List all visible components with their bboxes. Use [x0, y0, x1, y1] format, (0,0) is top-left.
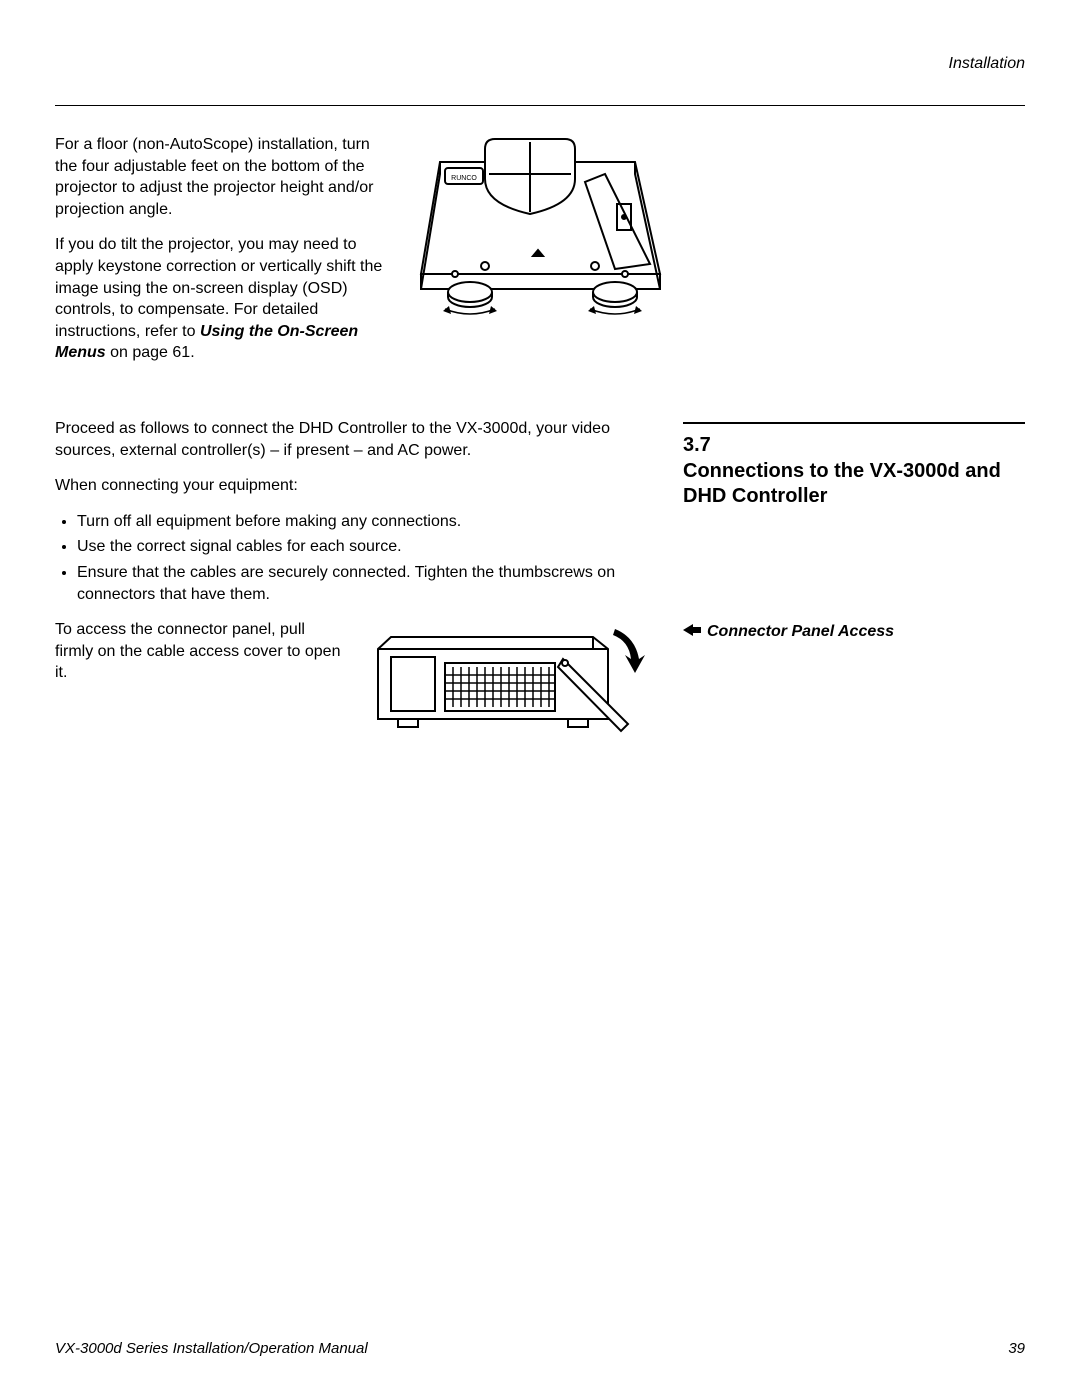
- intro-section: For a floor (non-AutoScope) installation…: [55, 134, 1025, 378]
- bullet-item: Use the correct signal cables for each s…: [77, 536, 653, 558]
- connector-svg: [363, 619, 653, 749]
- section-number: 3.7: [683, 434, 1025, 457]
- bullet-list: Turn off all equipment before making any…: [55, 511, 653, 605]
- bullet-item: Ensure that the cables are securely conn…: [77, 562, 653, 605]
- section-title: Connections to the VX-3000d and DHD Cont…: [683, 459, 1025, 509]
- header-rule: [55, 105, 1025, 106]
- intro-text: For a floor (non-AutoScope) installation…: [55, 134, 395, 378]
- page-footer: VX-3000d Series Installation/Operation M…: [55, 1340, 1025, 1357]
- bullet-item: Turn off all equipment before making any…: [77, 511, 653, 533]
- footer-manual-title: VX-3000d Series Installation/Operation M…: [55, 1340, 928, 1357]
- section-p2: When connecting your equipment:: [55, 475, 653, 497]
- left-arrow-icon: [683, 624, 701, 636]
- page-header: Installation: [55, 55, 1025, 73]
- section-3-7: Proceed as follows to connect the DHD Co…: [55, 418, 1025, 749]
- intro-p2: If you do tilt the projector, you may ne…: [55, 234, 395, 364]
- connector-figure: [363, 619, 653, 749]
- footer-page-number: 39: [1008, 1340, 1025, 1357]
- page: Installation For a floor (non-AutoScope)…: [0, 0, 1080, 1397]
- projector-bottom-figure: RUNCO: [415, 134, 1025, 378]
- side-rule: [683, 422, 1025, 424]
- main-column: Proceed as follows to connect the DHD Co…: [55, 418, 653, 749]
- chapter-label: Installation: [949, 55, 1026, 72]
- section-p1: Proceed as follows to connect the DHD Co…: [55, 418, 653, 461]
- projector-bottom-svg: RUNCO: [415, 134, 675, 319]
- connector-text: To access the connector panel, pull firm…: [55, 619, 345, 749]
- connector-heading: Connector Panel Access: [683, 623, 1025, 641]
- side-column: 3.7 Connections to the VX-3000d and DHD …: [683, 418, 1025, 749]
- runco-logo-text: RUNCO: [451, 175, 477, 182]
- intro-p1: For a floor (non-AutoScope) installation…: [55, 134, 395, 220]
- connector-row: To access the connector panel, pull firm…: [55, 619, 653, 749]
